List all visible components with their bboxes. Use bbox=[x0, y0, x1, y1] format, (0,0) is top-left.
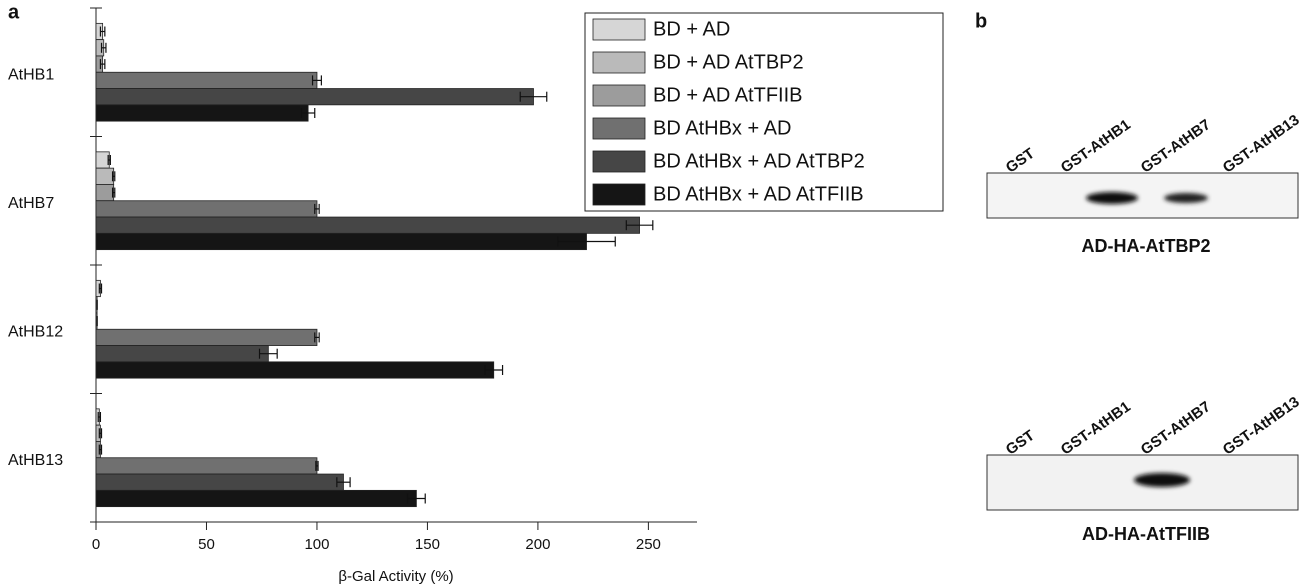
panel-label: a bbox=[8, 1, 20, 23]
lane-label: GST-AtHB7 bbox=[1138, 116, 1214, 176]
blot-caption: AD-HA-AtTBP2 bbox=[1082, 236, 1211, 256]
blot-caption: AD-HA-AtTFIIB bbox=[1082, 524, 1210, 544]
figure: a b β-Gal Activity (%) 0 50 100 150 200 250 At… bbox=[0, 0, 1306, 587]
lane-label: GST-AtHB1 bbox=[1058, 116, 1134, 176]
legend-swatch bbox=[593, 52, 645, 73]
bar bbox=[96, 346, 268, 362]
legend-box bbox=[585, 13, 943, 211]
y-tick-label: AtHB1 bbox=[8, 67, 54, 84]
x-axis-label: β-Gal Activity (%) bbox=[338, 568, 453, 585]
x-tick-label: 150 bbox=[415, 536, 440, 553]
lane-label: GST bbox=[1003, 427, 1038, 459]
blot-band bbox=[1134, 473, 1190, 487]
bar bbox=[96, 184, 114, 200]
legend-swatch bbox=[593, 118, 645, 139]
bar bbox=[96, 474, 343, 490]
bar bbox=[96, 490, 416, 506]
bar bbox=[96, 89, 533, 105]
bar bbox=[96, 233, 587, 249]
bar bbox=[96, 152, 109, 168]
blot bbox=[987, 173, 1298, 218]
bar bbox=[96, 217, 640, 233]
legend-swatch bbox=[593, 184, 645, 205]
lane-label: GST-AtHB7 bbox=[1138, 398, 1214, 458]
blot-band bbox=[1086, 192, 1138, 204]
lane-label: GST-AtHB1 bbox=[1058, 398, 1134, 458]
bar bbox=[96, 201, 317, 217]
bar bbox=[96, 329, 317, 345]
legend-label: BD + AD bbox=[653, 18, 730, 40]
legend-swatch bbox=[593, 85, 645, 106]
blot-band bbox=[1164, 193, 1208, 203]
bar bbox=[96, 168, 114, 184]
bar bbox=[96, 72, 317, 88]
x-tick-label: 100 bbox=[304, 536, 329, 553]
y-tick-label: AtHB7 bbox=[8, 195, 54, 212]
panel-label: b bbox=[975, 10, 987, 32]
legend-swatch bbox=[593, 19, 645, 40]
legend-label: BD + AD AtTBP2 bbox=[653, 51, 804, 73]
legend-label: BD AtHBx + AD AtTBP2 bbox=[653, 150, 865, 172]
legend-label: BD AtHBx + AD bbox=[653, 117, 791, 139]
legend-label: BD AtHBx + AD AtTFIIB bbox=[653, 183, 864, 205]
bar bbox=[96, 458, 317, 474]
x-tick-label: 250 bbox=[636, 536, 661, 553]
x-tick-label: 50 bbox=[198, 536, 215, 553]
x-tick-label: 200 bbox=[525, 536, 550, 553]
lane-label: GST-AtHB13 bbox=[1220, 393, 1303, 458]
lane-label: GST-AtHB13 bbox=[1220, 111, 1303, 176]
y-tick-label: AtHB12 bbox=[8, 324, 63, 341]
x-tick-label: 0 bbox=[92, 536, 100, 553]
bar bbox=[96, 362, 494, 378]
legend-label: BD + AD AtTFIIB bbox=[653, 84, 803, 106]
lane-label: GST bbox=[1003, 145, 1038, 177]
legend-swatch bbox=[593, 151, 645, 172]
y-tick-label: AtHB13 bbox=[8, 452, 63, 469]
bar bbox=[96, 105, 308, 121]
